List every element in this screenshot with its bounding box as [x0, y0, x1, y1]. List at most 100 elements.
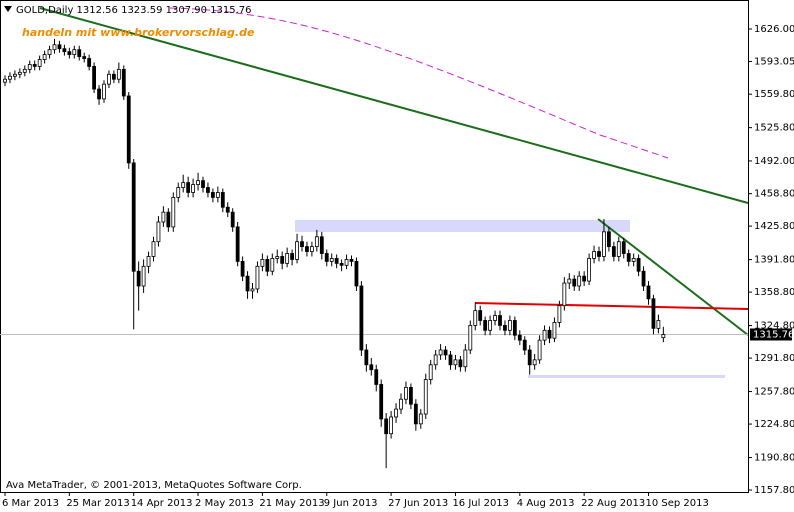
zone-box	[528, 375, 725, 378]
candle-body	[493, 315, 497, 321]
candle-body	[215, 192, 220, 198]
candle-body	[582, 275, 587, 282]
menu-arrow	[4, 6, 12, 12]
candle-body	[191, 184, 196, 193]
candle-body	[572, 278, 577, 287]
candle-body	[295, 241, 299, 260]
candle-body	[77, 49, 82, 57]
candle-body	[87, 58, 92, 67]
footer: Ava MetaTrader, © 2001-2013, MetaQuotes …	[6, 480, 302, 491]
current-price-label: 1315.76	[753, 329, 794, 340]
candle-body	[220, 192, 225, 208]
candle-body	[210, 192, 215, 198]
candle-body	[42, 54, 47, 60]
candle-body	[22, 68, 27, 73]
x-tick-label: 14 Apr 2013	[131, 498, 193, 509]
candle-body	[181, 182, 186, 188]
candle-body	[463, 349, 468, 368]
y-tick-label: 1358.80	[754, 287, 794, 298]
candle-body	[384, 418, 389, 435]
candle-body	[112, 73, 116, 80]
candle-body	[597, 251, 601, 257]
candle-body	[121, 68, 126, 97]
candle-body	[438, 349, 443, 356]
candle-body	[116, 68, 121, 80]
candle-body	[503, 324, 507, 331]
candle-body	[57, 44, 62, 50]
candle-body	[433, 354, 438, 366]
candle-body	[141, 265, 146, 287]
candle-body	[151, 241, 156, 257]
candle-body	[602, 231, 606, 257]
candle-body	[418, 413, 423, 425]
candle-body	[27, 64, 32, 70]
candle-body	[498, 315, 502, 326]
candle-body	[131, 162, 136, 272]
zone-box	[295, 220, 630, 232]
y-tick-label: 1190.80	[754, 453, 794, 464]
y-tick-label: 1157.80	[754, 485, 794, 496]
candle-body	[547, 329, 552, 339]
candle-body	[235, 226, 240, 262]
candle-body	[542, 329, 547, 341]
candle-body	[423, 379, 428, 415]
candle-body	[136, 270, 141, 287]
candle-body	[201, 180, 205, 188]
candle-body	[483, 320, 488, 331]
candle-body	[661, 334, 666, 339]
x-tick-label: 9 Jun 2013	[324, 498, 378, 509]
moving-average	[169, 7, 669, 159]
candle-body	[473, 310, 478, 326]
candle-body	[537, 339, 542, 361]
x-tick-label: 16 Jul 2013	[452, 498, 509, 509]
candle-body	[587, 258, 591, 282]
candle-body	[621, 241, 626, 254]
candle-body	[369, 364, 374, 371]
candle-body	[329, 258, 334, 262]
candle-body	[626, 253, 631, 262]
x-tick-label: 10 Sep 2013	[646, 498, 709, 509]
candle-body	[275, 256, 280, 259]
candle-body	[17, 71, 22, 75]
chart-header: GOLD,Daily 1312.56 1323.59 1307.90 1315.…	[16, 5, 252, 16]
candle-body	[577, 275, 582, 287]
x-tick-label: 27 Jun 2013	[388, 498, 448, 509]
candle-body	[567, 278, 572, 284]
y-tick-label: 1525.80	[754, 123, 794, 134]
candle-body	[314, 236, 319, 248]
candle-body	[532, 359, 537, 366]
candle-body	[522, 339, 527, 351]
candle-body	[468, 324, 473, 351]
candle-body	[478, 310, 483, 321]
candle-body	[636, 258, 641, 272]
x-tick-label: 4 Aug 2013	[517, 498, 575, 509]
y-tick-label: 1391.80	[754, 255, 794, 266]
candle-body	[349, 259, 354, 262]
candle-body	[32, 64, 37, 67]
drawings	[39, 7, 749, 378]
candle-body	[97, 88, 101, 100]
candle-body	[443, 349, 448, 356]
candle-body	[107, 73, 111, 85]
candle-body	[171, 196, 176, 228]
y-tick-label: 1257.80	[754, 387, 794, 398]
candle-body	[334, 258, 339, 264]
resistance-line	[474, 302, 749, 310]
candle-body	[428, 364, 433, 380]
candle-body	[379, 384, 384, 420]
candle-body	[67, 51, 72, 56]
candle-body	[305, 246, 309, 252]
candle-body	[319, 236, 324, 254]
candle-body	[611, 246, 616, 257]
y-tick-label: 1626.00	[754, 24, 794, 35]
candle-body	[607, 231, 611, 248]
candle-body	[37, 59, 42, 67]
candle-body	[146, 256, 151, 267]
y-tick-label: 1458.80	[754, 189, 794, 200]
candle-body	[240, 260, 245, 277]
candle-body	[166, 211, 171, 228]
candle-body	[156, 221, 161, 243]
candle-body	[3, 78, 7, 83]
candle-body	[364, 349, 369, 366]
